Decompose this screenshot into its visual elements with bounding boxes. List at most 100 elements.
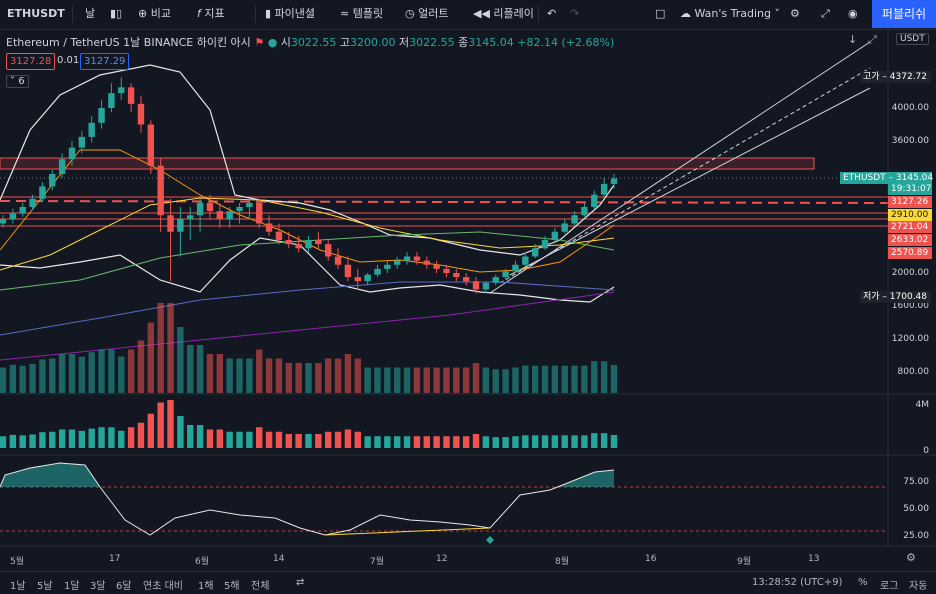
range-button[interactable]: 5날 bbox=[37, 581, 53, 592]
volume-delta-bar bbox=[610, 434, 618, 448]
volume-bar bbox=[423, 367, 430, 393]
candle-body bbox=[246, 202, 253, 207]
redo-icon[interactable]: ↷ bbox=[570, 7, 580, 20]
volume-delta-bar bbox=[118, 430, 125, 448]
current-price-label: ETHUSDT – 3145.04 bbox=[840, 172, 933, 184]
volume-bar bbox=[9, 364, 17, 393]
volume-bar bbox=[453, 367, 460, 393]
volume-bar bbox=[216, 354, 224, 393]
rsi-divergence-line bbox=[324, 527, 491, 536]
volume-bar bbox=[295, 363, 302, 393]
range-button[interactable]: 1해 bbox=[198, 581, 214, 592]
collapse-count: 6 bbox=[18, 76, 25, 87]
channel-mid-line bbox=[499, 67, 871, 284]
candle-body bbox=[600, 183, 608, 195]
fullscreen-icon[interactable]: ⤢ bbox=[821, 7, 830, 20]
maximize-icon[interactable]: ⤢ bbox=[868, 33, 877, 46]
volume-delta-bar bbox=[522, 435, 529, 448]
indicators-button[interactable]: f 지표 bbox=[197, 4, 225, 24]
symbol-search[interactable]: ETHUSDT bbox=[7, 7, 65, 20]
volume-bar bbox=[0, 367, 7, 393]
volume-delta-bar bbox=[256, 427, 263, 448]
low-price-value: 1700.48 bbox=[889, 292, 928, 302]
volume-delta-bar bbox=[561, 435, 568, 448]
interval-button[interactable]: 날 bbox=[85, 7, 96, 20]
candle-body bbox=[462, 277, 470, 282]
candle-body bbox=[127, 87, 135, 104]
volume-delta-bar bbox=[206, 429, 214, 448]
candle-body bbox=[98, 108, 105, 123]
function-icon: f bbox=[197, 7, 201, 20]
volume-delta-bar bbox=[600, 433, 608, 448]
volume-delta-bar bbox=[423, 436, 430, 448]
volume-bar bbox=[49, 358, 56, 393]
compare-button[interactable]: ⊕ 비교 bbox=[138, 4, 171, 24]
volume-delta-bar bbox=[108, 427, 115, 448]
layout-menu[interactable]: ☁ Wan's Trading ˅ bbox=[680, 4, 780, 24]
financials-button[interactable]: ▮ 파이낸셜 bbox=[265, 4, 315, 24]
indicators-collapse-toggle[interactable]: ˅ 6 bbox=[6, 75, 29, 88]
volume-delta-bar bbox=[127, 427, 135, 448]
ma-orange bbox=[0, 149, 615, 273]
templates-button[interactable]: ≈ 템플릿 bbox=[340, 4, 383, 24]
volume-delta-bar bbox=[216, 429, 224, 448]
candle-body bbox=[433, 264, 440, 269]
layout-square-icon[interactable]: □ bbox=[655, 7, 666, 20]
volume-bar bbox=[384, 367, 391, 393]
ma-purple bbox=[0, 291, 615, 361]
volume-bar bbox=[433, 367, 440, 393]
volume-bar bbox=[285, 363, 292, 393]
candle-body bbox=[561, 223, 568, 232]
range-button[interactable]: 5해 bbox=[224, 581, 240, 592]
camera-icon[interactable]: ◉ bbox=[848, 7, 858, 20]
candle-body bbox=[29, 198, 36, 207]
low-marker: 저가 bbox=[863, 292, 880, 302]
price-tick: 1600.00 bbox=[891, 301, 929, 311]
auto-toggle[interactable]: 자동 bbox=[909, 581, 928, 592]
legend-pair[interactable]: Ethereum / TetherUS bbox=[6, 36, 120, 49]
flag-icon[interactable]: ⚑ bbox=[254, 36, 265, 49]
range-button[interactable]: 3달 bbox=[90, 581, 106, 592]
symbol-legend: Ethereum / TetherUS 1날 BINANCE 하이킨 아시 ⚑ … bbox=[6, 34, 614, 50]
candle-body bbox=[531, 248, 539, 257]
settings-gear-icon[interactable]: ⚙ bbox=[790, 7, 800, 20]
volume-delta-bar bbox=[571, 435, 578, 448]
range-button[interactable]: 6달 bbox=[116, 581, 132, 592]
volume-delta-bar bbox=[78, 430, 86, 448]
indicator-value-mid: 0.01 bbox=[57, 55, 80, 66]
range-button[interactable]: 1달 bbox=[64, 581, 80, 592]
volume-bar bbox=[226, 358, 233, 393]
goto-date-icon[interactable]: ⇄ bbox=[296, 577, 305, 588]
currency-button[interactable]: USDT bbox=[896, 33, 929, 45]
candle-body bbox=[147, 124, 155, 166]
volume-delta-bar bbox=[285, 434, 292, 448]
level-label: 2633.02 bbox=[888, 234, 932, 246]
volume-delta-bar bbox=[9, 434, 17, 448]
chart-settings-gear-icon[interactable]: ⚙ bbox=[906, 551, 916, 564]
layout-name: Wan's Trading bbox=[694, 7, 772, 20]
volume-delta-bar bbox=[472, 434, 480, 448]
bar-style-icon[interactable]: ▮▯ bbox=[110, 7, 123, 20]
candle-body bbox=[384, 264, 391, 269]
candle-body bbox=[522, 256, 529, 265]
log-toggle[interactable]: 로그 bbox=[880, 581, 899, 592]
range-button[interactable]: 연초 대비 bbox=[143, 581, 183, 592]
candle-body bbox=[9, 213, 17, 220]
arrow-down-icon[interactable]: ↓ bbox=[848, 33, 858, 46]
undo-icon[interactable]: ↶ bbox=[547, 7, 557, 20]
range-button[interactable]: 1날 bbox=[10, 581, 26, 592]
volume-delta-bar bbox=[393, 436, 401, 448]
alert-button[interactable]: ◷ 얼러트 bbox=[405, 4, 448, 24]
volume-bar bbox=[187, 345, 194, 393]
candle-body bbox=[413, 256, 421, 261]
clock-timezone[interactable]: 13:28:52 (UTC+9) bbox=[752, 577, 843, 588]
percent-toggle[interactable]: % bbox=[858, 577, 868, 588]
candle-body bbox=[256, 202, 263, 224]
publish-button[interactable]: 퍼블리쉬 bbox=[872, 0, 936, 28]
range-button[interactable]: 전체 bbox=[251, 581, 270, 592]
alert-label: 얼러트 bbox=[418, 7, 449, 20]
volume-bar bbox=[275, 358, 283, 393]
replay-button[interactable]: ◀◀ 리플레이 bbox=[473, 4, 534, 24]
volume-bar bbox=[462, 367, 470, 393]
